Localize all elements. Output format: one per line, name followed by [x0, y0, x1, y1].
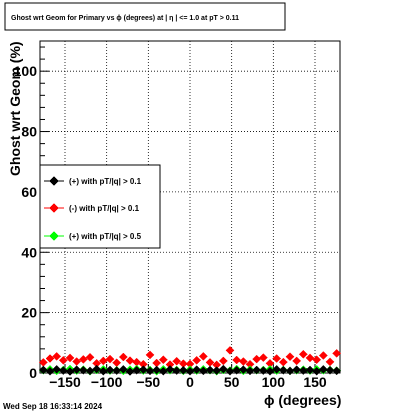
- x-tick-label: −100: [91, 374, 123, 390]
- legend-label: (+) with pT/|q| > 0.1: [69, 177, 142, 186]
- data-point: [178, 365, 188, 375]
- data-point: [272, 365, 282, 374]
- data-point: [78, 365, 88, 375]
- data-point: [318, 351, 328, 360]
- data-point: [192, 355, 202, 365]
- legend-label: (+) with pT/|q| > 0.5: [69, 232, 142, 241]
- legend-label: (-) with pT/|q| > 0.1: [69, 204, 140, 213]
- x-tick-label: 50: [224, 374, 240, 390]
- data-point: [58, 355, 68, 365]
- data-point: [325, 365, 335, 375]
- y-tick-label: 40: [21, 244, 37, 260]
- data-point: [138, 365, 148, 375]
- data-point: [85, 352, 95, 362]
- y-axis-title: Ghost wrt Geom (%): [7, 41, 23, 176]
- legend: (+) with pT/|q| > 0.1 (-) with pT/|q| > 0…: [44, 176, 142, 241]
- data-point: [258, 353, 268, 362]
- data-point: [92, 364, 102, 374]
- data-point: [232, 355, 242, 365]
- data-point: [152, 365, 162, 375]
- data-point: [72, 365, 82, 375]
- data-point: [45, 354, 55, 363]
- chart-title: Ghost wrt Geom for Primary vs ϕ (degrees…: [11, 15, 239, 22]
- data-point: [158, 355, 168, 365]
- data-point: [125, 356, 135, 365]
- x-tick-label: 0: [186, 374, 194, 390]
- x-tick-label: 150: [303, 374, 327, 390]
- data-point: [298, 349, 308, 359]
- y-tick-label: 80: [21, 124, 37, 140]
- data-point: [52, 365, 62, 374]
- data-point: [332, 349, 342, 358]
- data-point: [305, 365, 315, 375]
- data-point: [318, 365, 328, 374]
- data-point: [65, 353, 75, 363]
- axes: −150 −100 −50 0 50 100 150 0 20 40 60 80 100: [14, 46, 333, 390]
- data-point: [165, 365, 175, 374]
- data-point: [258, 366, 268, 375]
- data-point: [305, 353, 315, 363]
- data-point: [292, 356, 302, 366]
- data-point: [58, 366, 68, 375]
- data-point: [272, 354, 282, 363]
- data-point: [225, 346, 235, 355]
- data-point: [78, 355, 88, 364]
- legend-box: [39, 164, 161, 249]
- data-point: [218, 364, 228, 374]
- data-point: [298, 366, 308, 375]
- data-point: [205, 365, 215, 375]
- data-point: [105, 354, 115, 364]
- legend-marker: [49, 231, 59, 241]
- data-point: [312, 355, 322, 365]
- legend-marker: [49, 176, 59, 186]
- y-tick-label: 0: [29, 365, 37, 381]
- data-series: [38, 346, 342, 376]
- x-tick-label: 100: [262, 374, 286, 390]
- data-point: [105, 365, 115, 375]
- data-point: [198, 352, 208, 361]
- y-tick-label: 60: [21, 184, 37, 200]
- y-tick-label: 100: [14, 63, 38, 79]
- data-point: [285, 352, 295, 362]
- data-point: [292, 365, 302, 375]
- data-point: [332, 366, 342, 376]
- x-tick-label: −150: [49, 374, 81, 390]
- legend-marker: [49, 203, 59, 213]
- data-point: [38, 365, 48, 375]
- data-point: [192, 365, 202, 375]
- data-point: [278, 365, 288, 375]
- data-point: [132, 365, 142, 375]
- data-point: [52, 352, 62, 361]
- data-point: [252, 365, 262, 375]
- x-tick-label: −50: [136, 374, 160, 390]
- data-point: [172, 356, 182, 366]
- title-box: [4, 2, 286, 31]
- data-point: [312, 366, 322, 376]
- x-axis-title: ϕ (degrees): [264, 392, 341, 408]
- data-point: [118, 352, 128, 362]
- footer-timestamp: Wed Sep 18 16:33:14 2024: [3, 402, 103, 411]
- data-point: [145, 350, 155, 360]
- data-point: [238, 365, 248, 375]
- y-tick-label: 20: [21, 305, 37, 321]
- data-point: [232, 365, 242, 375]
- data-point: [172, 366, 182, 375]
- data-point: [118, 365, 128, 374]
